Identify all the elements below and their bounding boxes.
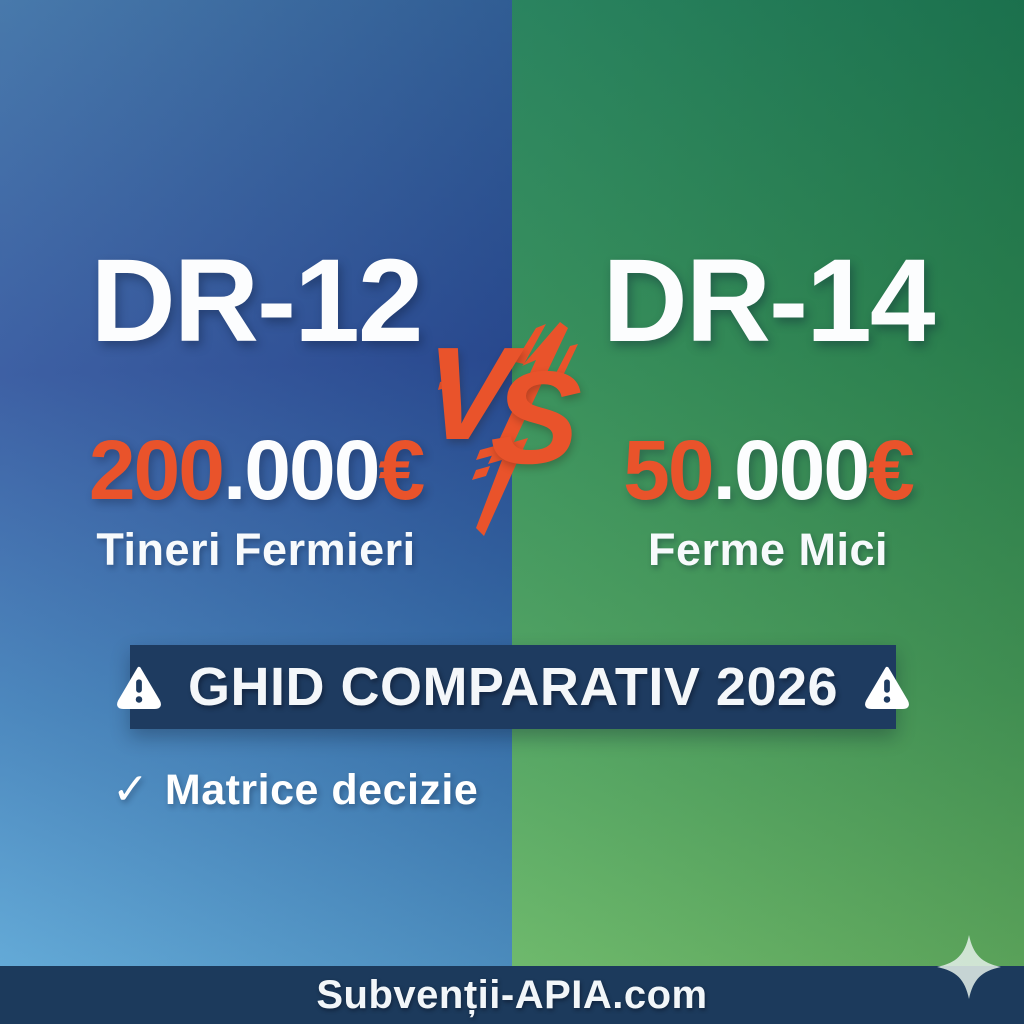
right-currency-symbol: € (868, 423, 915, 517)
right-program-code: DR-14 (602, 235, 936, 367)
green-background-right (512, 0, 1024, 1024)
warning-triangle-icon (117, 666, 161, 710)
banner-title: GHID COMPARATIV 2026 (187, 657, 839, 717)
footer-bar: Subvenții-APIA.com (0, 966, 1024, 1024)
left-program-code: DR-12 (90, 235, 424, 367)
versus-badge: V S (418, 300, 633, 590)
decision-matrix-line: ✓ Matrice decizie (112, 768, 478, 812)
right-amount: 50.000€ (512, 428, 1024, 512)
footer-site-name: Subvenții-APIA.com (316, 972, 708, 1017)
left-amount-middle: .000 (222, 423, 380, 517)
guide-banner: GHID COMPARATIV 2026 (117, 645, 909, 729)
right-program-panel: DR-14 50.000€ Ferme Mici (512, 0, 1024, 660)
left-program-panel: DR-12 200.000€ Tineri Fermieri (0, 0, 512, 660)
right-amount-prefix: 50 (623, 423, 714, 517)
right-amount-middle: .000 (712, 423, 870, 517)
blue-background-left (0, 0, 512, 1024)
left-amount-prefix: 200 (88, 423, 225, 517)
left-currency-symbol: € (378, 423, 425, 517)
left-subtitle: Tineri Fermieri (96, 524, 416, 575)
warning-triangle-icon (865, 666, 909, 710)
right-subtitle: Ferme Mici (647, 524, 889, 575)
left-amount: 200.000€ (0, 428, 512, 512)
decision-matrix-label: Matrice decizie (164, 765, 479, 814)
lightning-bolt-icon (438, 322, 578, 536)
versus-letter-s: S (486, 344, 586, 491)
check-icon: ✓ (112, 765, 149, 814)
sparkle-icon (937, 935, 1001, 999)
